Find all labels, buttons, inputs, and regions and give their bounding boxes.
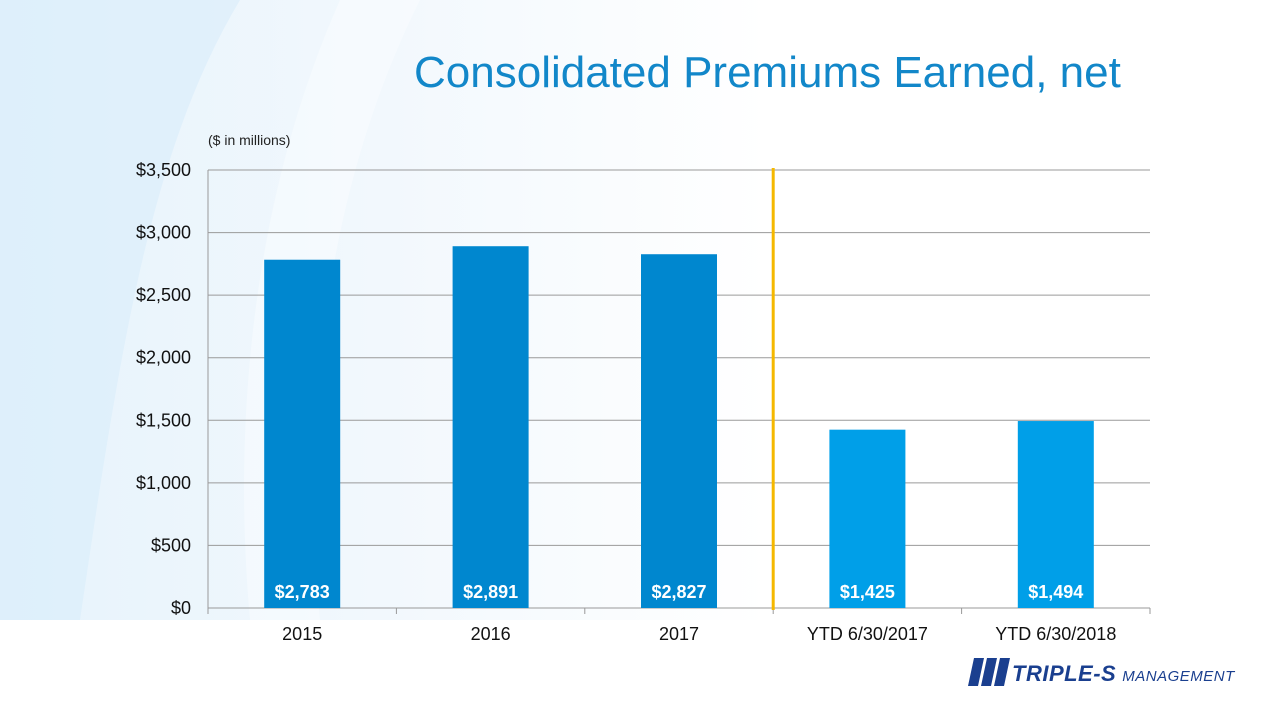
data-label: $2,827 bbox=[651, 582, 706, 602]
data-label: $1,494 bbox=[1028, 582, 1083, 602]
units-note: ($ in millions) bbox=[208, 132, 291, 148]
sss-stripes-icon bbox=[968, 658, 1010, 686]
y-tick-label: $3,500 bbox=[136, 160, 191, 180]
data-label: $2,891 bbox=[463, 582, 518, 602]
data-label: $1,425 bbox=[840, 582, 895, 602]
x-tick-label: 2015 bbox=[282, 624, 322, 644]
x-tick-label: YTD 6/30/2018 bbox=[995, 624, 1116, 644]
y-tick-label: $2,500 bbox=[136, 285, 191, 305]
bar bbox=[1017, 421, 1094, 608]
x-tick-label: YTD 6/30/2017 bbox=[807, 624, 928, 644]
bar bbox=[264, 259, 341, 608]
data-label: $2,783 bbox=[275, 582, 330, 602]
company-logo: TRIPLE-S MANAGEMENT bbox=[1012, 661, 1235, 687]
y-tick-label: $500 bbox=[151, 535, 191, 555]
logo-subtitle: MANAGEMENT bbox=[1122, 668, 1235, 685]
bar bbox=[829, 429, 906, 608]
bar bbox=[452, 246, 529, 608]
y-tick-label: $1,000 bbox=[136, 473, 191, 493]
x-tick-label: 2016 bbox=[471, 624, 511, 644]
slide-title: Consolidated Premiums Earned, net bbox=[414, 48, 1121, 97]
y-tick-label: $3,000 bbox=[136, 223, 191, 243]
y-tick-label: $0 bbox=[171, 598, 191, 618]
bar bbox=[641, 254, 717, 609]
y-tick-label: $1,500 bbox=[136, 410, 191, 430]
logo-brand: TRIPLE-S bbox=[1012, 661, 1117, 686]
x-tick-label: 2017 bbox=[659, 624, 699, 644]
y-tick-label: $2,000 bbox=[136, 348, 191, 368]
